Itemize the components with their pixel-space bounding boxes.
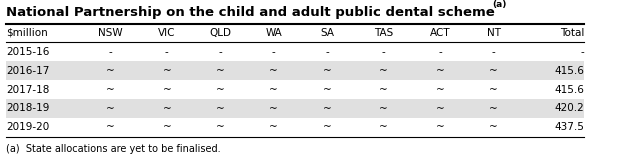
Text: ~: ~ bbox=[323, 85, 331, 95]
Text: -: - bbox=[325, 47, 329, 57]
Text: Total: Total bbox=[560, 28, 584, 38]
Text: WA: WA bbox=[265, 28, 282, 38]
Text: 2019-20: 2019-20 bbox=[6, 122, 50, 132]
Text: ~: ~ bbox=[106, 66, 114, 76]
Text: VIC: VIC bbox=[158, 28, 176, 38]
Text: (a)  State allocations are yet to be finalised.: (a) State allocations are yet to be fina… bbox=[6, 144, 221, 154]
Text: ACT: ACT bbox=[430, 28, 451, 38]
Bar bbox=[6, 99, 584, 118]
Text: 415.6: 415.6 bbox=[555, 66, 584, 76]
Text: ~: ~ bbox=[216, 66, 224, 76]
Text: 420.2: 420.2 bbox=[555, 104, 584, 113]
Text: ~: ~ bbox=[489, 122, 498, 132]
Text: 2016-17: 2016-17 bbox=[6, 66, 50, 76]
Text: ~: ~ bbox=[436, 85, 444, 95]
Text: 2017-18: 2017-18 bbox=[6, 85, 50, 95]
Text: ~: ~ bbox=[163, 122, 171, 132]
Text: (a): (a) bbox=[493, 0, 507, 9]
Text: ~: ~ bbox=[269, 66, 278, 76]
Text: ~: ~ bbox=[216, 85, 224, 95]
Text: -: - bbox=[492, 47, 495, 57]
Text: -: - bbox=[165, 47, 168, 57]
Text: ~: ~ bbox=[379, 85, 388, 95]
Text: ~: ~ bbox=[489, 66, 498, 76]
Text: ~: ~ bbox=[163, 85, 171, 95]
Text: TAS: TAS bbox=[374, 28, 393, 38]
Text: -: - bbox=[439, 47, 442, 57]
Text: ~: ~ bbox=[379, 122, 388, 132]
Text: NSW: NSW bbox=[98, 28, 123, 38]
Text: ~: ~ bbox=[163, 104, 171, 113]
Text: ~: ~ bbox=[163, 66, 171, 76]
Text: ~: ~ bbox=[323, 104, 331, 113]
Text: National Partnership on the child and adult public dental scheme: National Partnership on the child and ad… bbox=[6, 6, 495, 19]
Text: 2015-16: 2015-16 bbox=[6, 47, 50, 57]
Text: -: - bbox=[382, 47, 385, 57]
Text: $million: $million bbox=[6, 28, 48, 38]
Text: ~: ~ bbox=[269, 104, 278, 113]
Text: 2018-19: 2018-19 bbox=[6, 104, 50, 113]
Text: -: - bbox=[109, 47, 112, 57]
Text: NT: NT bbox=[487, 28, 500, 38]
Text: ~: ~ bbox=[216, 122, 224, 132]
Text: ~: ~ bbox=[436, 122, 444, 132]
Text: ~: ~ bbox=[379, 104, 388, 113]
Bar bbox=[6, 61, 584, 80]
Text: ~: ~ bbox=[489, 85, 498, 95]
Text: ~: ~ bbox=[106, 85, 114, 95]
Text: ~: ~ bbox=[436, 66, 444, 76]
Text: ~: ~ bbox=[489, 104, 498, 113]
Text: -: - bbox=[581, 47, 584, 57]
Text: 415.6: 415.6 bbox=[555, 85, 584, 95]
Text: ~: ~ bbox=[323, 122, 331, 132]
Text: QLD: QLD bbox=[209, 28, 231, 38]
Text: ~: ~ bbox=[269, 85, 278, 95]
Text: ~: ~ bbox=[106, 122, 114, 132]
Text: ~: ~ bbox=[269, 122, 278, 132]
Text: ~: ~ bbox=[106, 104, 114, 113]
Text: -: - bbox=[272, 47, 275, 57]
Text: ~: ~ bbox=[379, 66, 388, 76]
Text: SA: SA bbox=[320, 28, 334, 38]
Text: -: - bbox=[219, 47, 222, 57]
Text: ~: ~ bbox=[323, 66, 331, 76]
Text: ~: ~ bbox=[216, 104, 224, 113]
Text: 437.5: 437.5 bbox=[555, 122, 584, 132]
Text: ~: ~ bbox=[436, 104, 444, 113]
